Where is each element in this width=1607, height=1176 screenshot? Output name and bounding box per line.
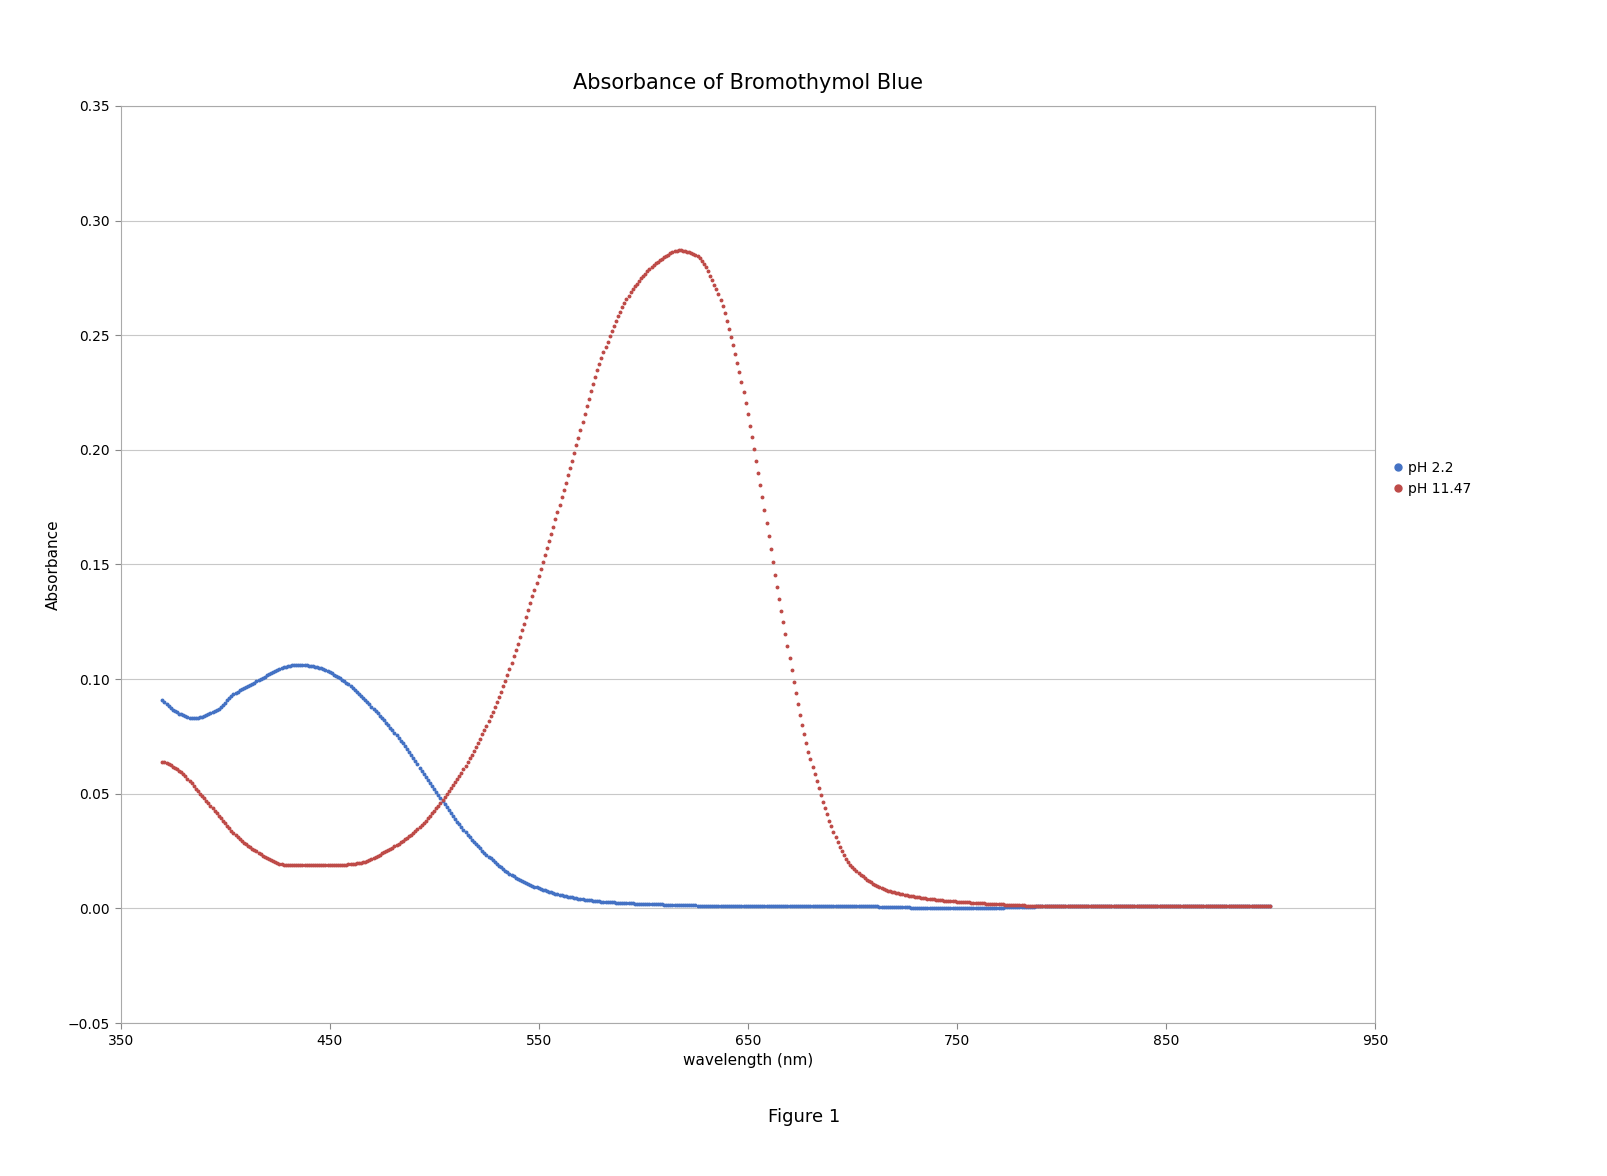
Legend: pH 2.2, pH 11.47: pH 2.2, pH 11.47 [1393, 461, 1470, 496]
X-axis label: wavelength (nm): wavelength (nm) [681, 1053, 813, 1068]
Text: Figure 1: Figure 1 [768, 1108, 839, 1127]
Y-axis label: Absorbance: Absorbance [47, 519, 61, 610]
Title: Absorbance of Bromothymol Blue: Absorbance of Bromothymol Blue [572, 73, 922, 93]
